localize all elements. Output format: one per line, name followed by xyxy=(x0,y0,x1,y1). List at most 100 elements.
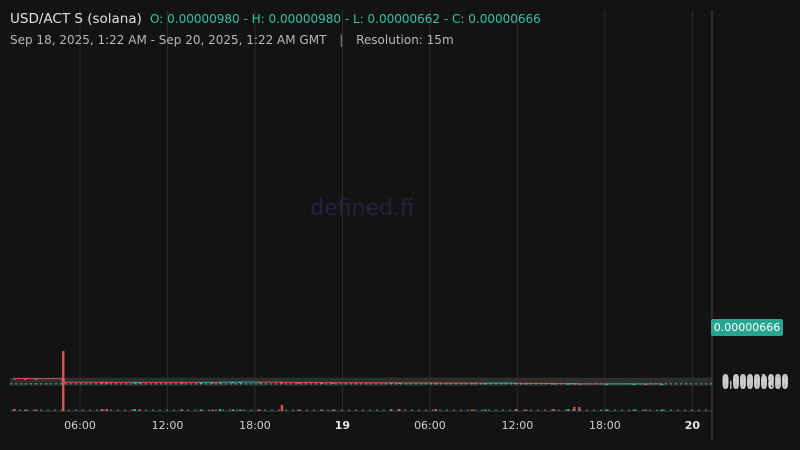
volume-bar xyxy=(573,407,576,411)
volume-tick xyxy=(684,409,686,411)
volume-bar xyxy=(280,405,284,411)
volume-tick xyxy=(348,409,350,411)
volume-bar xyxy=(644,409,647,411)
volume-tick xyxy=(439,409,441,411)
candle-body xyxy=(100,382,104,384)
volume-tick xyxy=(117,409,119,411)
x-tick-label: 18:00 xyxy=(239,419,271,432)
candle-body xyxy=(199,382,203,384)
volume-bar xyxy=(514,409,518,411)
volume-tick xyxy=(600,409,602,411)
volume-tick xyxy=(656,409,658,411)
x-tick-label: 12:00 xyxy=(502,419,534,432)
chart-subheader: Sep 18, 2025, 1:22 AM - Sep 20, 2025, 1:… xyxy=(10,33,454,48)
volume-tick xyxy=(495,409,497,411)
candle-body xyxy=(138,382,142,384)
volume-bar xyxy=(567,409,570,411)
volume-tick xyxy=(19,409,21,411)
resolution-label: Resolution: 15m xyxy=(356,33,454,47)
candle-body xyxy=(566,383,570,385)
volume-tick xyxy=(306,409,308,411)
volume-tick xyxy=(285,409,287,411)
volume-tick xyxy=(502,409,504,411)
volume-tick xyxy=(124,409,126,411)
volume-tick xyxy=(383,409,385,411)
candle-body xyxy=(180,382,184,384)
symbol-title: USD/ACT S (solana) xyxy=(10,11,142,27)
separator: | xyxy=(339,33,344,47)
volume-tick xyxy=(201,409,203,411)
volume-tick xyxy=(152,409,154,411)
volume-tick xyxy=(61,409,63,411)
volume-tick xyxy=(376,409,378,411)
volume-tick xyxy=(145,409,147,411)
volume-tick xyxy=(460,409,462,411)
volume-tick xyxy=(33,409,35,411)
volume-tick xyxy=(208,409,210,411)
volume-tick xyxy=(432,409,434,411)
volume-tick xyxy=(544,409,546,411)
volume-tick xyxy=(257,409,259,411)
volume-bar xyxy=(218,409,222,411)
volume-tick xyxy=(68,409,70,411)
volume-tick xyxy=(320,409,322,411)
volume-bar xyxy=(660,409,663,411)
volume-tick xyxy=(663,409,665,411)
volume-tick xyxy=(537,409,539,411)
volume-tick xyxy=(180,409,182,411)
volume-tick xyxy=(572,409,574,411)
volume-tick xyxy=(54,409,56,411)
volume-bar xyxy=(578,407,581,411)
volume-tick xyxy=(635,409,637,411)
volume-tick xyxy=(607,409,609,411)
y-tick-label: 0.00000800 xyxy=(722,376,788,389)
volume-bar xyxy=(239,409,242,411)
y-tick-label: 0.00000900 xyxy=(722,374,788,387)
volume-tick xyxy=(670,409,672,411)
candle-body xyxy=(297,382,301,384)
volume-tick xyxy=(138,409,140,411)
volume-tick xyxy=(481,409,483,411)
volume-tick xyxy=(453,409,455,411)
volume-tick xyxy=(327,409,329,411)
volume-tick xyxy=(558,409,560,411)
candle-body xyxy=(238,382,242,384)
volume-bar xyxy=(258,409,261,411)
volume-tick xyxy=(488,409,490,411)
candle-body xyxy=(257,382,261,384)
volume-tick xyxy=(215,409,217,411)
volume-tick xyxy=(565,409,567,411)
volume-tick xyxy=(82,409,84,411)
candle-body xyxy=(61,378,65,383)
y-tick-label: 0.00001000 xyxy=(722,372,788,385)
volume-tick xyxy=(509,409,511,411)
volume-tick xyxy=(40,409,42,411)
volume-tick xyxy=(292,409,294,411)
volume-bar xyxy=(35,409,38,411)
y-tick-label: 0.00000750 xyxy=(722,376,788,389)
volume-bar xyxy=(434,409,437,411)
x-tick-label: 06:00 xyxy=(414,419,446,432)
volume-tick xyxy=(425,409,427,411)
volume-bar xyxy=(398,409,401,411)
volume-tick xyxy=(551,409,553,411)
volume-tick xyxy=(355,409,357,411)
volume-bar xyxy=(471,409,474,411)
date-range: Sep 18, 2025, 1:22 AM - Sep 20, 2025, 1:… xyxy=(10,33,327,47)
candle-body xyxy=(12,378,16,380)
volume-bar xyxy=(552,409,556,411)
volume-tick xyxy=(677,409,679,411)
candle-body xyxy=(23,378,27,380)
volume-tick xyxy=(390,409,392,411)
x-tick-label: 18:00 xyxy=(589,419,621,432)
volume-tick xyxy=(173,409,175,411)
current-price-badge: 0.00000666 xyxy=(711,319,783,336)
candle-body xyxy=(231,382,235,384)
volume-bar xyxy=(320,409,324,411)
candle-body xyxy=(632,383,636,386)
volume-tick xyxy=(341,409,343,411)
ohlc-readout: O: 0.00000980 - H: 0.00000980 - L: 0.000… xyxy=(150,12,541,26)
volume-tick xyxy=(187,409,189,411)
volume-tick xyxy=(159,409,161,411)
